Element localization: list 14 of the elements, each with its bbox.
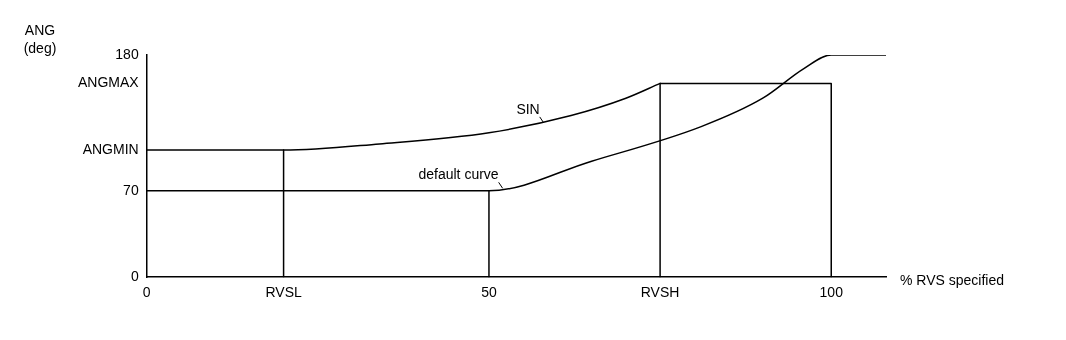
x-tick-label: 50: [481, 284, 497, 301]
x-tick-label: 0: [142, 284, 151, 301]
annotation: default curve: [418, 166, 499, 183]
y-tick-label: 180: [115, 45, 139, 62]
x-tick-label: RVSH: [640, 284, 680, 301]
x-tick-label: 100: [819, 284, 844, 301]
y-tick-label: ANGMIN: [82, 140, 139, 157]
y-tick-label: 70: [123, 181, 139, 198]
annotation: SIN: [516, 100, 540, 117]
y-axis-title: ANG (deg): [23, 22, 57, 56]
x-tick-label: RVSL: [265, 284, 302, 301]
y-tick-label: 0: [130, 268, 139, 285]
x-axis-title: % RVS specified: [900, 272, 1005, 289]
y-tick-label: ANGMAX: [77, 74, 140, 91]
